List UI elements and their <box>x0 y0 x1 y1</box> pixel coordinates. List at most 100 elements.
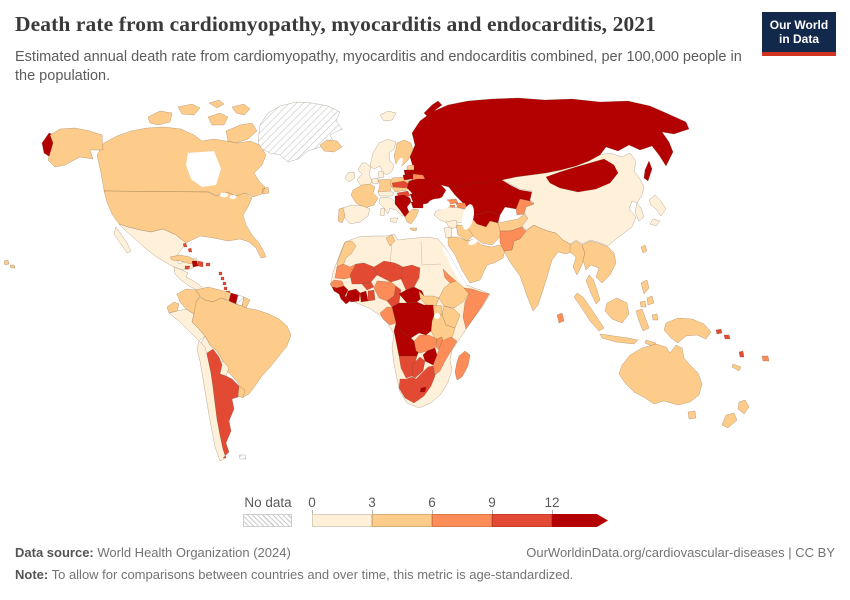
country-mongolia[interactable] <box>545 158 619 193</box>
country-lesotho[interactable] <box>419 386 427 393</box>
legend-bin-2[interactable] <box>432 514 492 527</box>
country-greenland[interactable] <box>257 101 343 163</box>
country-latvia[interactable] <box>403 169 416 176</box>
region-kyrgyzstan-tajikistan[interactable] <box>515 198 535 216</box>
country-japan[interactable] <box>648 194 667 227</box>
country-fiji[interactable] <box>761 355 770 362</box>
country-indonesia[interactable] <box>573 292 659 348</box>
note-text: To allow for comparisons between countri… <box>48 567 574 582</box>
data-source-label: Data source: <box>15 545 94 560</box>
legend-tick-label: 0 <box>308 495 316 510</box>
country-zimbabwe[interactable] <box>422 347 438 366</box>
country-haiti[interactable] <box>191 260 199 268</box>
region-czechia-slovakia[interactable] <box>391 180 410 189</box>
world-choropleth-map[interactable] <box>0 95 850 495</box>
legend-tick-mark <box>312 510 313 515</box>
note-label: Note: <box>15 567 49 582</box>
country-ecuador[interactable] <box>166 301 180 314</box>
region-togo-benin[interactable] <box>367 289 376 302</box>
great-lakes-2 <box>229 194 237 200</box>
country-bulgaria[interactable] <box>410 201 424 209</box>
legend-tick-mark <box>492 510 493 515</box>
country-myanmar[interactable] <box>569 240 586 276</box>
region-switzerland-austria[interactable] <box>377 190 395 197</box>
country-chad[interactable] <box>400 264 421 291</box>
country-finland[interactable] <box>393 139 414 167</box>
country-iceland[interactable] <box>319 139 343 153</box>
legend-bin-0[interactable] <box>312 514 372 527</box>
country-spain[interactable] <box>341 204 371 225</box>
legend-tick-mark <box>372 510 373 515</box>
country-france[interactable] <box>350 183 379 209</box>
country-somalia[interactable] <box>462 287 490 330</box>
legend-no-data-swatch[interactable] <box>243 514 292 527</box>
caribbean-islands[interactable] <box>182 242 231 295</box>
country-canada[interactable] <box>96 126 270 198</box>
country-taiwan[interactable] <box>640 244 648 254</box>
owid-logo-line1: Our World <box>769 18 829 32</box>
legend-bin-3[interactable] <box>492 514 552 527</box>
country-venezuela[interactable] <box>195 286 232 303</box>
country-uruguay[interactable] <box>237 385 246 399</box>
region-benelux[interactable] <box>371 177 379 185</box>
owid-logo[interactable]: Our World in Data <box>762 12 836 56</box>
new-caledonia[interactable] <box>731 363 742 372</box>
country-greece[interactable] <box>404 208 420 232</box>
country-new-zealand[interactable] <box>721 399 750 429</box>
country-burkina-faso[interactable] <box>361 281 375 291</box>
country-central-african-republic[interactable] <box>398 286 425 304</box>
country-ireland[interactable] <box>344 171 356 183</box>
legend-tick-label: 12 <box>544 495 560 510</box>
region-balkans[interactable] <box>394 194 412 218</box>
country-new-guinea[interactable] <box>663 317 712 344</box>
country-lithuania[interactable] <box>402 173 415 181</box>
region-arabian-peninsula[interactable] <box>447 236 506 284</box>
persian-gulf <box>468 238 478 246</box>
country-portugal[interactable] <box>337 207 346 224</box>
falkland-islands[interactable] <box>238 454 247 460</box>
hudson-bay <box>186 151 221 187</box>
region-guinea[interactable] <box>331 285 351 305</box>
black-sea <box>428 198 450 210</box>
country-philippines[interactable] <box>639 279 655 308</box>
country-russia-sakhalin[interactable] <box>643 160 653 182</box>
country-cote-divoire[interactable] <box>345 288 361 303</box>
country-australia[interactable] <box>618 343 703 420</box>
red-sea <box>442 247 467 287</box>
hawaii-islands[interactable] <box>3 259 16 269</box>
country-tunisia[interactable] <box>385 234 396 247</box>
country-italy[interactable] <box>378 196 407 224</box>
country-sri-lanka[interactable] <box>556 312 565 324</box>
country-south-africa[interactable] <box>398 365 436 404</box>
country-estonia[interactable] <box>406 164 415 171</box>
legend-bin-1[interactable] <box>372 514 432 527</box>
great-lakes <box>220 192 228 198</box>
chart-footer: Data source: World Health Organization (… <box>15 545 835 582</box>
legend-tick-mark <box>432 510 433 515</box>
sahara-borders <box>389 240 442 266</box>
country-usa-alaska[interactable] <box>47 127 104 168</box>
caspian-sea <box>461 204 475 230</box>
legend-tick-label: 3 <box>368 495 376 510</box>
svalbard-islands[interactable] <box>379 110 397 122</box>
region-israel-jordan[interactable] <box>443 226 453 239</box>
country-madagascar[interactable] <box>454 350 471 381</box>
country-argentina[interactable] <box>206 348 243 459</box>
country-russia-novaya-zemlya[interactable] <box>423 100 443 118</box>
country-botswana[interactable] <box>411 356 426 379</box>
legend-bin-4[interactable] <box>552 514 608 527</box>
region-indochina[interactable] <box>581 240 617 305</box>
region-norway-sweden[interactable] <box>369 138 397 176</box>
canada-arctic-islands[interactable] <box>147 99 258 144</box>
country-south-sudan[interactable] <box>418 290 440 307</box>
region-melanesia[interactable] <box>715 328 745 358</box>
page-subtitle: Estimated annual death rate from cardiom… <box>15 49 742 84</box>
country-denmark[interactable] <box>377 170 385 179</box>
credit-link[interactable]: OurWorldinData.org/cardiovascular-diseas… <box>526 545 835 560</box>
baltic-sea <box>395 157 403 173</box>
region-korea[interactable] <box>634 202 645 222</box>
country-brazil[interactable] <box>191 296 292 398</box>
legend-ticks: 0 3 6 9 12 <box>308 495 612 515</box>
legend-scale <box>312 514 608 527</box>
